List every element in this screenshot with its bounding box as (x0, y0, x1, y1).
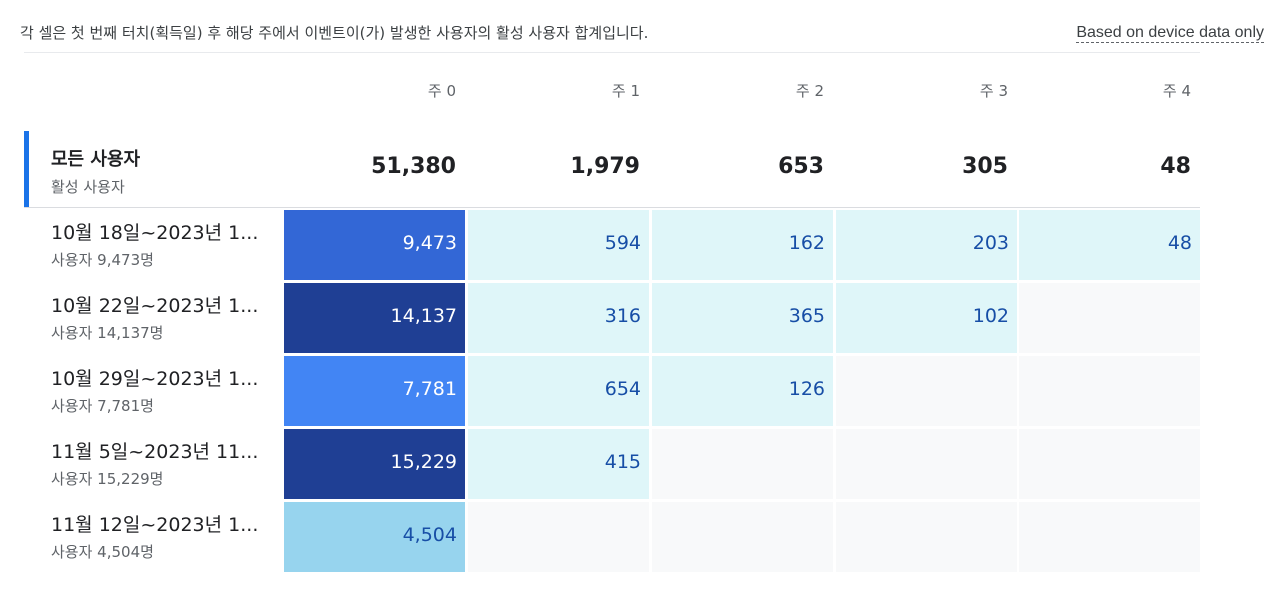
cohort-user-count: 사용자 15,229명 (51, 470, 164, 488)
cohort-cell[interactable] (1019, 283, 1200, 353)
cohort-date-range: 11월 12일~2023년 1... (51, 514, 259, 536)
cohort-user-count: 사용자 4,504명 (51, 543, 154, 561)
cohort-cell[interactable] (652, 429, 833, 499)
summary-value-week-2: 653 (778, 154, 824, 179)
cohort-cell[interactable]: 365 (652, 283, 833, 353)
cohort-row-label: 11월 5일~2023년 11... 사용자 15,229명 (51, 440, 276, 489)
summary-subtitle: 활성 사용자 (51, 178, 125, 196)
cohort-description: 각 셀은 첫 번째 터치(획득일) 후 해당 주에서 이벤트이(가) 발생한 사… (20, 24, 649, 42)
cohort-cell[interactable]: 9,473 (284, 210, 465, 280)
cohort-date-range: 10월 22일~2023년 1... (51, 295, 259, 317)
cohort-cell-value: 203 (972, 232, 1009, 254)
summary-accent-bar (24, 131, 29, 207)
cohort-cell[interactable]: 15,229 (284, 429, 465, 499)
week-header-0: 주 0 (427, 82, 456, 100)
cohort-cell[interactable] (836, 356, 1017, 426)
cohort-cell[interactable]: 48 (1019, 210, 1200, 280)
cohort-cell-value: 7,781 (402, 378, 457, 400)
cohort-cell[interactable]: 14,137 (284, 283, 465, 353)
cohort-cell-value: 654 (604, 378, 641, 400)
cohort-cell[interactable]: 4,504 (284, 502, 465, 572)
cohort-date-range: 10월 29일~2023년 1... (51, 368, 259, 390)
cohort-cell[interactable] (836, 502, 1017, 572)
cohort-cell[interactable] (652, 502, 833, 572)
all-users-summary-row: 모든 사용자 활성 사용자 51,380 1,979 653 305 48 (24, 131, 1200, 207)
cohort-cell[interactable] (468, 502, 649, 572)
cohort-cell-value: 126 (788, 378, 825, 400)
cohort-cell[interactable]: 126 (652, 356, 833, 426)
week-header-3: 주 3 (979, 82, 1008, 100)
cohort-cell-value: 162 (788, 232, 825, 254)
cohort-date-range: 10월 18일~2023년 1... (51, 222, 259, 244)
header-divider (24, 52, 1200, 53)
cohort-user-count: 사용자 9,473명 (51, 251, 154, 269)
cohort-cell-value: 594 (604, 232, 641, 254)
week-header-1: 주 1 (611, 82, 640, 100)
summary-value-week-3: 305 (962, 154, 1008, 179)
cohort-row-label: 10월 22일~2023년 1... 사용자 14,137명 (51, 294, 276, 343)
cohort-cell[interactable]: 7,781 (284, 356, 465, 426)
cohort-date-range: 11월 5일~2023년 11... (51, 441, 259, 463)
cohort-cell-value: 415 (604, 451, 641, 473)
week-header-2: 주 2 (795, 82, 824, 100)
cohort-cell[interactable]: 594 (468, 210, 649, 280)
cohort-cell-value: 14,137 (390, 305, 457, 327)
cohort-cell[interactable]: 316 (468, 283, 649, 353)
cohort-row-label: 10월 18일~2023년 1... 사용자 9,473명 (51, 221, 276, 270)
cohort-cell-value: 48 (1167, 232, 1192, 254)
cohort-cell[interactable] (1019, 356, 1200, 426)
week-header-4: 주 4 (1162, 82, 1191, 100)
cohort-cell[interactable] (1019, 429, 1200, 499)
cohort-cell[interactable] (1019, 502, 1200, 572)
cohort-cell[interactable]: 203 (836, 210, 1017, 280)
cohort-row-label: 11월 12일~2023년 1... 사용자 4,504명 (51, 513, 276, 562)
cohort-cell-value: 316 (604, 305, 641, 327)
cohort-user-count: 사용자 14,137명 (51, 324, 164, 342)
cohort-cell-value: 4,504 (402, 524, 457, 546)
cohort-user-count: 사용자 7,781명 (51, 397, 154, 415)
summary-value-week-4: 48 (1160, 154, 1191, 179)
cohort-cell[interactable]: 654 (468, 356, 649, 426)
cohort-cell[interactable]: 162 (652, 210, 833, 280)
cohort-cell-value: 102 (972, 305, 1009, 327)
summary-divider (24, 207, 1200, 208)
cohort-cell-value: 365 (788, 305, 825, 327)
cohort-row-label: 10월 29일~2023년 1... 사용자 7,781명 (51, 367, 276, 416)
summary-value-week-0: 51,380 (371, 154, 456, 179)
cohort-cell-value: 9,473 (402, 232, 457, 254)
cohort-cell-value: 15,229 (390, 451, 457, 473)
summary-title: 모든 사용자 (51, 149, 141, 170)
cohort-cell[interactable]: 415 (468, 429, 649, 499)
cohort-cell[interactable]: 102 (836, 283, 1017, 353)
device-data-link[interactable]: Based on device data only (1076, 24, 1264, 43)
cohort-cell[interactable] (836, 429, 1017, 499)
summary-value-week-1: 1,979 (570, 154, 640, 179)
